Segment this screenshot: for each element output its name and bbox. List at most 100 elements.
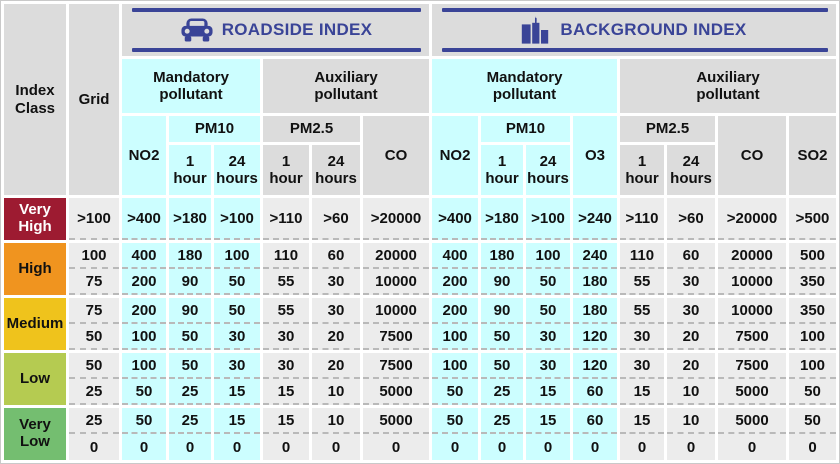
value-cell: 30 (620, 324, 664, 350)
value-cell: 120 (573, 324, 617, 350)
col-header-roadside-pm25: PM2.5 (263, 116, 360, 142)
value-cell: 0 (481, 434, 523, 460)
value-cell: 25 (481, 408, 523, 434)
value-cell: 75 (69, 298, 119, 324)
value-cell: 400 (122, 243, 166, 269)
background-index-header: BACKGROUND INDEX (432, 4, 836, 56)
value-cell: 20 (667, 324, 715, 350)
value-cell: 30 (214, 324, 260, 350)
value-cell: >100 (526, 198, 570, 240)
value-cell: 10000 (718, 298, 786, 324)
index-class-label: Low (4, 353, 66, 405)
value-cell: 0 (573, 434, 617, 460)
value-cell: 15 (214, 379, 260, 405)
background-index-title: BACKGROUND INDEX (560, 20, 747, 40)
value-cell: 100 (432, 353, 478, 379)
roadside-auxiliary-header: Auxiliary pollutant (263, 59, 429, 113)
value-cell: 60 (667, 243, 715, 269)
value-cell: 20 (667, 353, 715, 379)
value-cell: 20 (312, 324, 360, 350)
value-cell: >500 (789, 198, 836, 240)
value-cell: >20000 (363, 198, 429, 240)
value-cell: >20000 (718, 198, 786, 240)
value-cell: 90 (169, 269, 211, 295)
index-class-header: Index Class (4, 4, 66, 195)
value-cell: 30 (620, 353, 664, 379)
value-cell: 10 (312, 379, 360, 405)
col-header-roadside-co: CO (363, 116, 429, 195)
value-cell: 180 (169, 243, 211, 269)
value-cell: 60 (573, 379, 617, 405)
value-cell: 50 (526, 298, 570, 324)
index-class-band: Very High >100 >400 >180 >100 >110 >60 >20000 >4… (4, 198, 836, 240)
value-cell: 0 (122, 434, 166, 460)
value-cell: 400 (432, 243, 478, 269)
col-header-background-pm25: PM2.5 (620, 116, 715, 142)
value-cell: 100 (69, 243, 119, 269)
value-cell: 25 (169, 408, 211, 434)
value-cell: 15 (526, 379, 570, 405)
col-header-background-co: CO (718, 116, 786, 195)
value-cell: 240 (573, 243, 617, 269)
index-class-label: High (4, 243, 66, 295)
roadside-index-title: ROADSIDE INDEX (221, 20, 373, 40)
value-cell: 50 (214, 298, 260, 324)
value-cell: 500 (789, 243, 836, 269)
value-cell: 0 (620, 434, 664, 460)
value-cell: 25 (69, 408, 119, 434)
col-header-background-pm25-24hours: 24 hours (667, 145, 715, 195)
value-cell: >100 (214, 198, 260, 240)
value-cell: 10 (312, 408, 360, 434)
value-cell: 30 (526, 353, 570, 379)
value-cell: 50 (432, 379, 478, 405)
col-header-background-so2: SO2 (789, 116, 836, 195)
value-cell: 30 (214, 353, 260, 379)
value-cell: 0 (169, 434, 211, 460)
value-cell: 15 (620, 379, 664, 405)
value-cell: 30 (263, 353, 309, 379)
value-cell: 90 (481, 298, 523, 324)
value-cell: 5000 (363, 379, 429, 405)
value-cell: 100 (122, 324, 166, 350)
value-cell: 0 (363, 434, 429, 460)
value-cell: 0 (667, 434, 715, 460)
roadside-index-header: ROADSIDE INDEX (122, 4, 429, 56)
value-cell: >240 (573, 198, 617, 240)
value-cell: 100 (122, 353, 166, 379)
col-header-background-pm10-1hour: 1 hour (481, 145, 523, 195)
background-bottom-rule (442, 48, 828, 52)
value-cell: 50 (122, 408, 166, 434)
value-cell: 100 (526, 243, 570, 269)
value-cell: >60 (312, 198, 360, 240)
value-cell: 7500 (363, 324, 429, 350)
value-cell: 10000 (718, 269, 786, 295)
value-cell: 25 (481, 379, 523, 405)
value-cell: 55 (620, 269, 664, 295)
value-cell: 30 (312, 269, 360, 295)
value-cell: 110 (263, 243, 309, 269)
value-cell: 25 (169, 379, 211, 405)
value-cell: 0 (789, 434, 836, 460)
col-header-roadside-pm10-1hour: 1 hour (169, 145, 211, 195)
value-cell: >100 (69, 198, 119, 240)
value-cell: >180 (481, 198, 523, 240)
value-cell: 50 (69, 324, 119, 350)
value-cell: 55 (620, 298, 664, 324)
col-header-background-o3: O3 (573, 116, 617, 195)
value-cell: 350 (789, 298, 836, 324)
roadside-mandatory-header: Mandatory pollutant (122, 59, 260, 113)
value-cell: 200 (122, 298, 166, 324)
value-cell: 0 (214, 434, 260, 460)
background-top-rule (442, 8, 828, 12)
value-cell: 20000 (718, 243, 786, 269)
value-cell: 20 (312, 353, 360, 379)
value-cell: 350 (789, 269, 836, 295)
col-header-roadside-no2: NO2 (122, 116, 166, 195)
value-cell: 0 (526, 434, 570, 460)
value-cell: 50 (214, 269, 260, 295)
col-header-roadside-pm10-24hours: 24 hours (214, 145, 260, 195)
value-cell: 50 (526, 269, 570, 295)
value-cell: 7500 (363, 353, 429, 379)
col-header-roadside-pm25-24hours: 24 hours (312, 145, 360, 195)
